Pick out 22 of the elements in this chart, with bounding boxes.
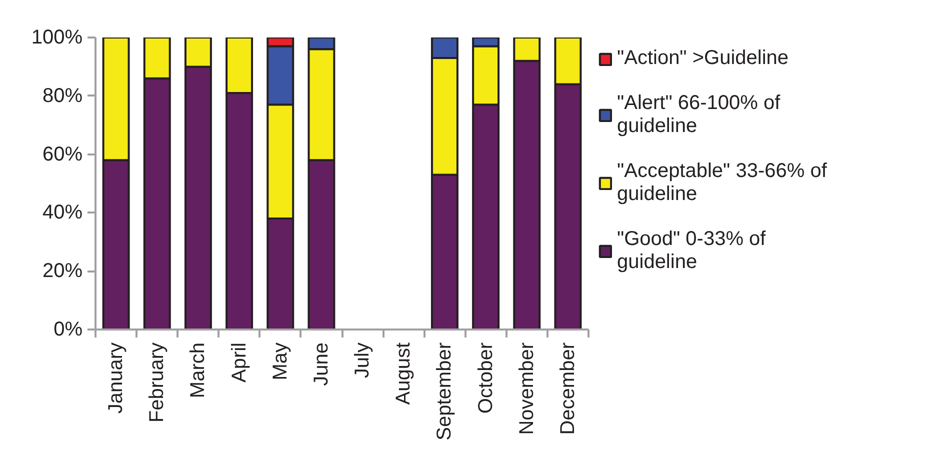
y-tick-label: 80%: [42, 84, 83, 107]
x-tick-label: April: [228, 342, 250, 383]
x-tick-label: May: [269, 342, 292, 380]
x-tick-label: February: [146, 342, 168, 423]
x-tick-label: December: [556, 342, 579, 435]
legend-label: "Good" 0-33% of guideline: [617, 228, 766, 274]
x-tick-label: March: [187, 342, 210, 398]
y-tick-label: 40%: [42, 202, 83, 224]
legend-label: "Alert" 66-100% of guideline: [617, 92, 780, 138]
legend-label: "Action" >Guideline: [617, 47, 789, 70]
x-tick-label: November: [516, 342, 538, 435]
x-tick-label: July: [352, 342, 374, 378]
x-tick-label: January: [105, 342, 128, 414]
y-tick-label: 100%: [31, 26, 83, 48]
y-tick-label: 20%: [42, 260, 83, 282]
legend-label: "Acceptable" 33-66% of guideline: [617, 160, 827, 206]
x-tick-label: October: [474, 342, 497, 414]
y-tick-label: 60%: [42, 143, 83, 166]
x-tick-label: June: [310, 342, 332, 386]
x-tick-label: August: [392, 342, 415, 405]
x-tick-label: September: [434, 342, 456, 440]
y-tick-label: 0%: [54, 318, 83, 340]
